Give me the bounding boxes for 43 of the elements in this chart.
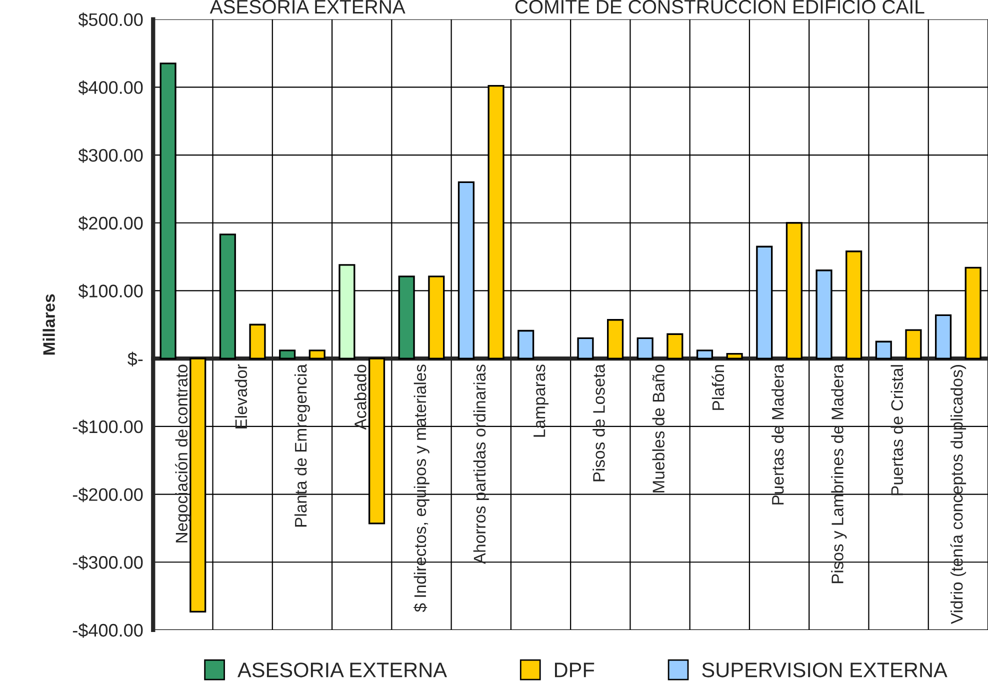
bar <box>577 337 594 360</box>
text: COMITE DE CONSTRUCCION EDIFICIO CAIL <box>515 0 924 14</box>
y-tick-label: -$400.00 <box>72 623 143 638</box>
y-tick-label: $- <box>128 352 143 366</box>
y-tick-label: $400.00 <box>78 80 143 95</box>
x-tick-label: Planta de Emregencia <box>294 364 310 527</box>
legend-label: SUPERVISION EXTERNA <box>702 662 948 678</box>
legend-label: ASESORIA EXTERNA <box>238 662 447 678</box>
y-tick-label: -$100.00 <box>72 420 143 434</box>
y-tick-label: $300.00 <box>78 148 143 163</box>
x-tick-label: Pisos de Loseta <box>592 364 605 482</box>
y-tick-label: $100.00 <box>78 284 143 299</box>
x-tick-label: Pisos y Lambrines de Madera <box>831 364 847 584</box>
bar <box>696 350 714 360</box>
legend-label: DPF <box>554 662 594 678</box>
bar <box>308 350 326 360</box>
x-tick-label: Lamparas <box>534 364 549 437</box>
x-tick-label: Elevador <box>234 364 248 428</box>
y-tick-label: -$300.00 <box>72 555 143 570</box>
x-tick-label: $ Indirectos, equipos y materiales <box>414 364 430 612</box>
bar <box>666 333 684 360</box>
x-tick-label: Acabado <box>354 364 366 430</box>
x-tick-label: Plafón <box>712 365 724 410</box>
y-tick-label: $200.00 <box>78 216 143 231</box>
x-tick-label: Negociación de contrato <box>175 364 191 542</box>
bar <box>249 324 266 360</box>
x-tick-label: Puertas de Cristal <box>890 365 904 496</box>
bar <box>279 350 296 360</box>
text: ASESORIA EXTERNA <box>210 0 406 14</box>
bar <box>934 314 952 360</box>
bar <box>875 340 892 360</box>
bar <box>726 352 743 360</box>
bar <box>607 319 624 360</box>
bar <box>636 337 654 360</box>
x-tick-label: Ahorros partidas ordinarias <box>473 364 489 564</box>
bar <box>905 329 922 360</box>
y-tick-label: $500.00 <box>78 12 143 28</box>
x-tick-label: Vidrio (tenía conceptos duplicados) <box>950 365 966 624</box>
bar <box>518 330 534 360</box>
y-tick-label: -$200.00 <box>72 487 143 502</box>
x-tick-label: Puertas de Madera <box>772 364 784 504</box>
y-axis-title: Millares <box>42 294 55 355</box>
x-tick-label: Muebles de Baño <box>652 364 664 492</box>
